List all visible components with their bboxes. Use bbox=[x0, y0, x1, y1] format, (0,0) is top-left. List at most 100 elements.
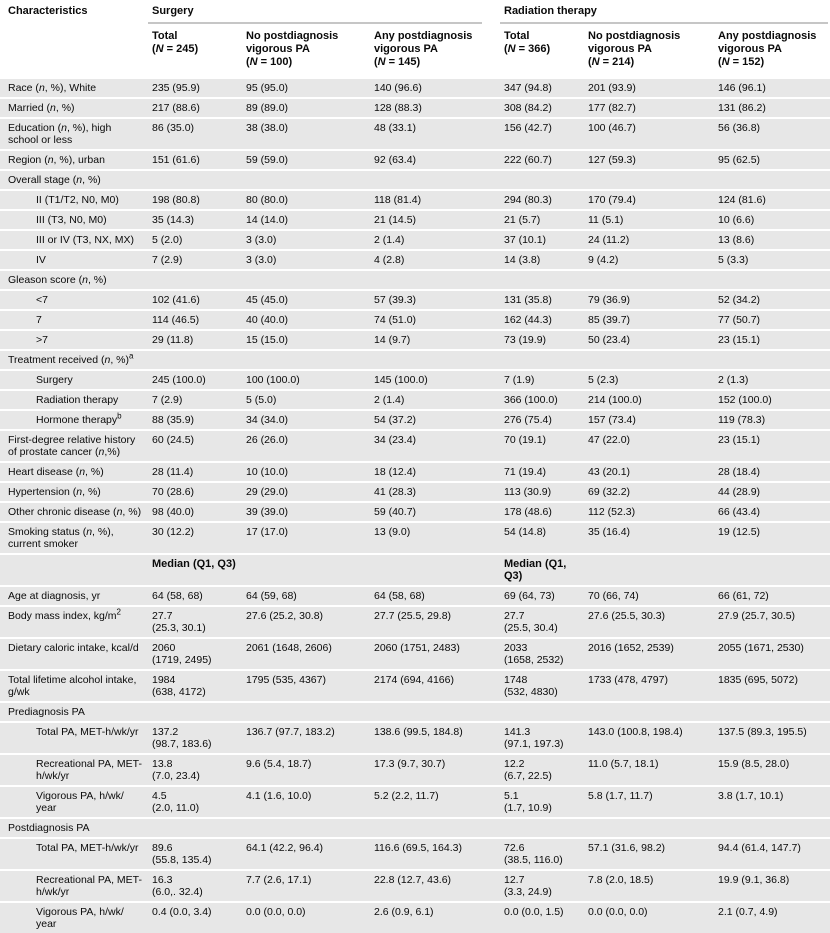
value-cell: 2061 (1648, 2606) bbox=[242, 637, 370, 669]
value-cell: 28 (18.4) bbox=[714, 461, 830, 481]
column-n: (N = 100) bbox=[246, 56, 293, 68]
value-cell: 1795 (535, 4367) bbox=[242, 669, 370, 701]
empty-cell bbox=[370, 349, 490, 369]
value-cell: 156 (42.7) bbox=[490, 117, 584, 149]
characteristics-header: Characteristics bbox=[0, 0, 148, 24]
empty-cell bbox=[148, 169, 242, 189]
section-row: Treatment received (n, %)a bbox=[0, 349, 830, 369]
value-cell: 5 (2.0) bbox=[148, 229, 242, 249]
table-row: Total PA, MET-h/wk/yr 137.2 (98.7, 183.6)… bbox=[0, 721, 830, 753]
empty-cell bbox=[242, 817, 370, 837]
value-cell: 214 (100.0) bbox=[584, 389, 714, 409]
column-n: (N = 145) bbox=[374, 56, 421, 68]
value-cell: 7.8 (2.0, 18.5) bbox=[584, 869, 714, 901]
empty-cell bbox=[490, 169, 584, 189]
value-cell: 137.2 (98.7, 183.6) bbox=[148, 721, 242, 753]
table-row: Recreational PA, MET-h/wk/yr 13.8 (7.0, 2… bbox=[0, 753, 830, 785]
value-cell: 198 (80.8) bbox=[148, 189, 242, 209]
empty-cell bbox=[490, 701, 584, 721]
value-cell: 2 (1.3) bbox=[714, 369, 830, 389]
value-cell: 4 (2.8) bbox=[370, 249, 490, 269]
value-cell: 11 (5.1) bbox=[584, 209, 714, 229]
row-label: Married (n, %) bbox=[0, 97, 148, 117]
value-cell: 24 (11.2) bbox=[584, 229, 714, 249]
empty-cell bbox=[242, 269, 370, 289]
value-cell: 151 (61.6) bbox=[148, 149, 242, 169]
column-header-radiation-total: Total (N = 366) bbox=[490, 24, 584, 77]
value-cell: 143.0 (100.8, 198.4) bbox=[584, 721, 714, 753]
column-header-row: Total (N = 245) No postdiagnosis vigorou… bbox=[0, 24, 830, 77]
value-cell: 2 (1.4) bbox=[370, 229, 490, 249]
value-cell: 34 (34.0) bbox=[242, 409, 370, 429]
row-label: <7 bbox=[0, 289, 148, 309]
value-cell: 141.3 (97.1, 197.3) bbox=[490, 721, 584, 753]
value-cell: 47 (22.0) bbox=[584, 429, 714, 461]
value-cell: 48 (33.1) bbox=[370, 117, 490, 149]
value-cell: 146 (96.1) bbox=[714, 77, 830, 97]
table-row: Vigorous PA, h/wk/ year 4.5 (2.0, 11.0) 4.… bbox=[0, 785, 830, 817]
value-cell: 27.7 (25.5, 29.8) bbox=[370, 605, 490, 637]
value-cell: 12.2 (6.7, 22.5) bbox=[490, 753, 584, 785]
table-row: 7 114 (46.5) 40 (40.0) 74 (51.0) 162 (44.3) 8… bbox=[0, 309, 830, 329]
value-cell: 89 (89.0) bbox=[242, 97, 370, 117]
column-header-surgery-total: Total (N = 245) bbox=[148, 24, 242, 77]
stat-label-cell: Median (Q1, Q3) bbox=[148, 553, 242, 585]
value-cell: 235 (95.9) bbox=[148, 77, 242, 97]
value-cell: 118 (81.4) bbox=[370, 189, 490, 209]
value-cell: 27.7 (25.5, 30.4) bbox=[490, 605, 584, 637]
value-cell: 45 (45.0) bbox=[242, 289, 370, 309]
empty-cell bbox=[490, 817, 584, 837]
value-cell: 14 (14.0) bbox=[242, 209, 370, 229]
table-row: >7 29 (11.8) 15 (15.0) 14 (9.7) 73 (19.9) 50 … bbox=[0, 329, 830, 349]
table-row: Total PA, MET-h/wk/yr 89.6 (55.8, 135.4) 6… bbox=[0, 837, 830, 869]
value-cell: 1748 (532, 4830) bbox=[490, 669, 584, 701]
value-cell: 29 (11.8) bbox=[148, 329, 242, 349]
value-cell: 56 (36.8) bbox=[714, 117, 830, 149]
group-header-surgery: Surgery bbox=[148, 0, 490, 24]
value-cell: 5 (2.3) bbox=[584, 369, 714, 389]
row-label: Hypertension (n, %) bbox=[0, 481, 148, 501]
value-cell: 27.6 (25.5, 30.3) bbox=[584, 605, 714, 637]
value-cell: 88 (35.9) bbox=[148, 409, 242, 429]
row-label: Overall stage (n, %) bbox=[0, 169, 148, 189]
value-cell: 138.6 (99.5, 184.8) bbox=[370, 721, 490, 753]
value-cell: 21 (14.5) bbox=[370, 209, 490, 229]
empty-cell bbox=[242, 553, 370, 585]
table-row: Dietary caloric intake, kcal/d 2060 (1719… bbox=[0, 637, 830, 669]
value-cell: 7 (2.9) bbox=[148, 249, 242, 269]
row-label: Prediagnosis PA bbox=[0, 701, 148, 721]
value-cell: 5.2 (2.2, 11.7) bbox=[370, 785, 490, 817]
value-cell: 14 (9.7) bbox=[370, 329, 490, 349]
table-row: Education (n, %), high school or less 86 … bbox=[0, 117, 830, 149]
stat-label-cell: Median (Q1, Q3) bbox=[490, 553, 584, 585]
value-cell: 100 (46.7) bbox=[584, 117, 714, 149]
table-row: IV 7 (2.9) 3 (3.0) 4 (2.8) 14 (3.8) 9 (4.2) 5 … bbox=[0, 249, 830, 269]
value-cell: 64 (59, 68) bbox=[242, 585, 370, 605]
row-label: Other chronic disease (n, %) bbox=[0, 501, 148, 521]
value-cell: 57 (39.3) bbox=[370, 289, 490, 309]
section-row: Overall stage (n, %) bbox=[0, 169, 830, 189]
value-cell: 2.6 (0.9, 6.1) bbox=[370, 901, 490, 933]
empty-cell bbox=[148, 701, 242, 721]
column-n: (N = 245) bbox=[152, 43, 199, 55]
value-cell: 1733 (478, 4797) bbox=[584, 669, 714, 701]
row-label: Recreational PA, MET-h/wk/yr bbox=[0, 869, 148, 901]
table-row: III or IV (T3, NX, MX) 5 (2.0) 3 (3.0) 2 (1… bbox=[0, 229, 830, 249]
value-cell: 178 (48.6) bbox=[490, 501, 584, 521]
stat-header-row: Median (Q1, Q3) Median (Q1, Q3) bbox=[0, 553, 830, 585]
value-cell: 66 (43.4) bbox=[714, 501, 830, 521]
table-header: Characteristics Surgery Radiation therap… bbox=[0, 0, 830, 77]
column-title: Total bbox=[504, 30, 530, 42]
value-cell: 102 (41.6) bbox=[148, 289, 242, 309]
value-cell: 170 (79.4) bbox=[584, 189, 714, 209]
value-cell: 119 (78.3) bbox=[714, 409, 830, 429]
column-title: Any postdiagnosis vigorous PA bbox=[374, 30, 473, 55]
column-title: Any postdiagnosis vigorous PA bbox=[718, 30, 817, 55]
value-cell: 14 (3.8) bbox=[490, 249, 584, 269]
value-cell: 2174 (694, 4166) bbox=[370, 669, 490, 701]
value-cell: 70 (66, 74) bbox=[584, 585, 714, 605]
value-cell: 79 (36.9) bbox=[584, 289, 714, 309]
value-cell: 27.6 (25.2, 30.8) bbox=[242, 605, 370, 637]
value-cell: 217 (88.6) bbox=[148, 97, 242, 117]
value-cell: 7 (1.9) bbox=[490, 369, 584, 389]
